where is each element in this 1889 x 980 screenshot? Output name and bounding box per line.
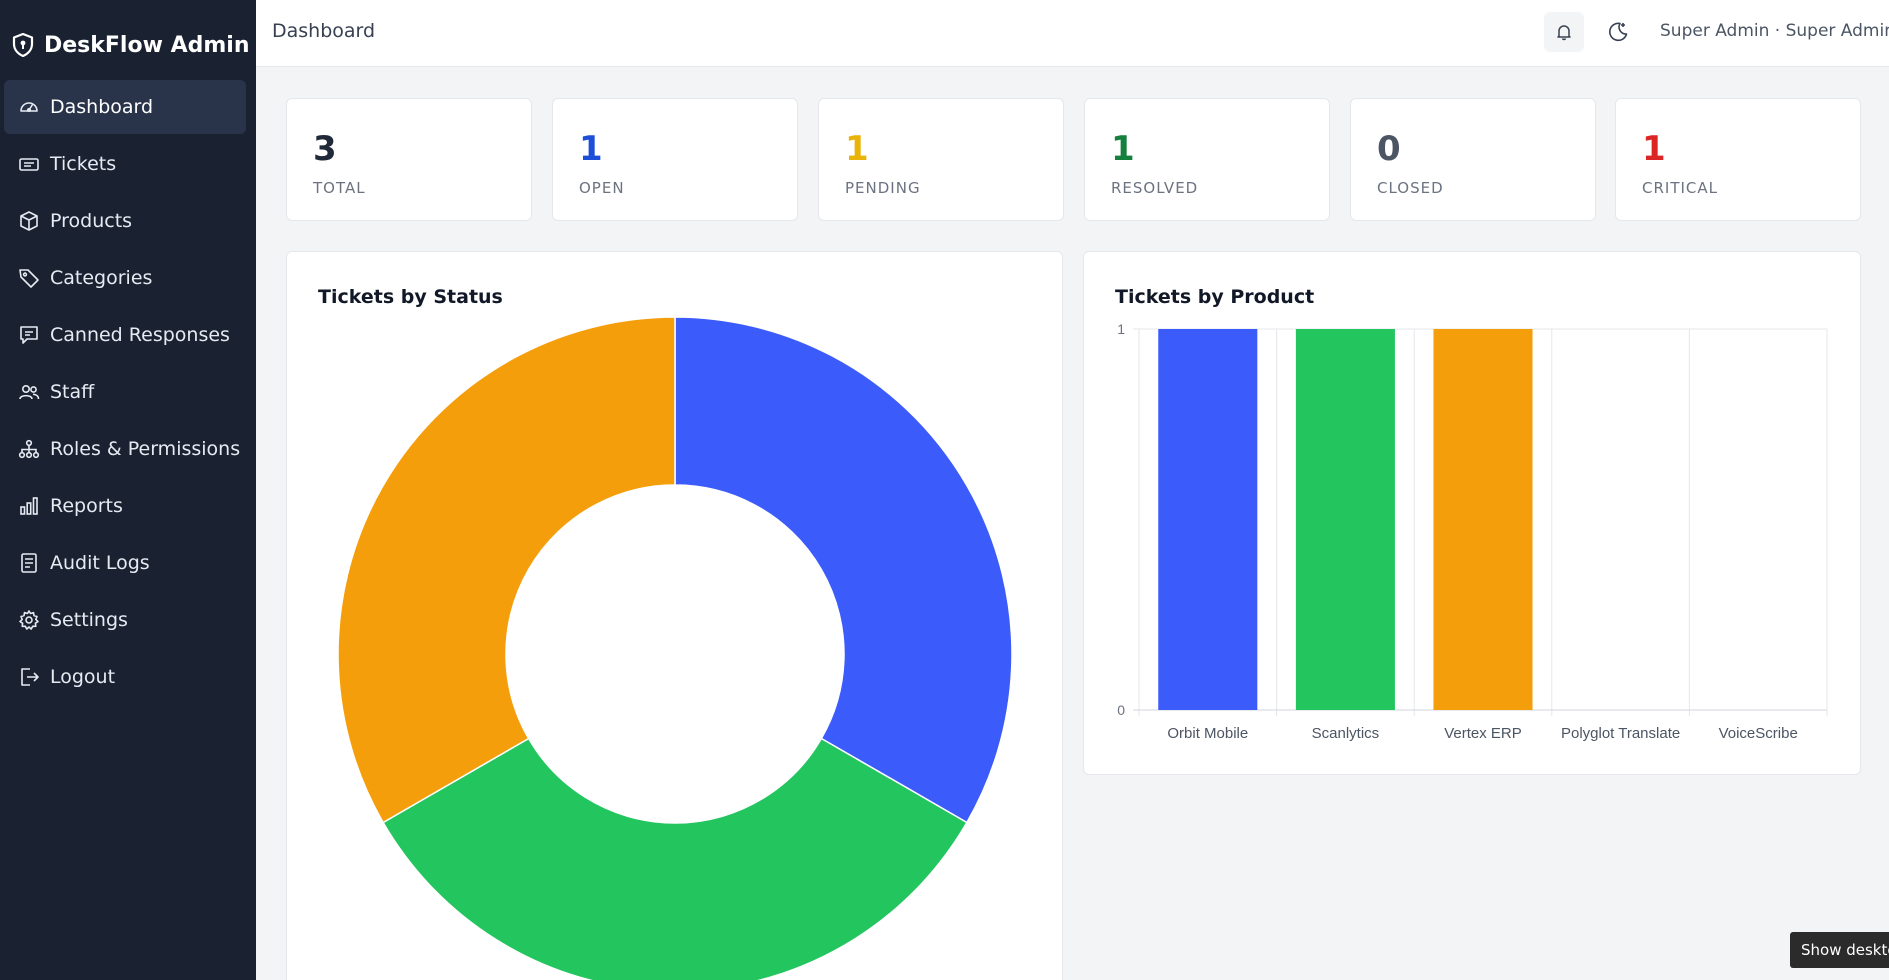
box-icon — [20, 211, 38, 231]
status-donut-chart — [337, 316, 1013, 980]
product-chart-title: Tickets by Product — [1115, 286, 1315, 308]
stat-label: PENDING — [845, 179, 921, 197]
show-desktop-tooltip: Show desktop — [1790, 932, 1889, 968]
y-tick-label: 1 — [1117, 321, 1125, 337]
bar[interactable] — [1295, 329, 1395, 710]
top-bar: Dashboard Super Admin · Super Admin — [256, 0, 1889, 67]
sidebar-item-reports[interactable]: Reports — [4, 479, 246, 533]
stats-row: 3 TOTAL 1 OPEN 1 PENDING 1 RESOLVED 0 CL… — [286, 98, 1861, 221]
tag-icon — [19, 269, 39, 288]
sidebar-item-label: Canned Responses — [50, 324, 230, 346]
bell-icon — [1557, 25, 1571, 41]
sidebar-item-tickets[interactable]: Tickets — [4, 137, 246, 191]
stat-value: 3 — [313, 129, 337, 169]
x-tick-label: Scanlytics — [1312, 725, 1380, 742]
page-title: Dashboard — [272, 20, 376, 42]
stat-card-total: 3 TOTAL — [286, 98, 532, 221]
stat-label: CRITICAL — [1642, 179, 1718, 197]
stat-label: TOTAL — [313, 179, 366, 197]
log-icon — [21, 553, 37, 573]
bar-chart-icon — [20, 497, 38, 515]
stat-card-pending: 1 PENDING — [818, 98, 1064, 221]
logout-icon — [21, 668, 39, 686]
product-chart-card: Tickets by Product 0 1 Orbit Mobile Scanlyt… — [1083, 251, 1861, 775]
stat-value: 1 — [1111, 129, 1135, 169]
sidebar-item-label: Products — [50, 210, 133, 232]
message-icon — [20, 326, 38, 344]
stat-card-closed: 0 CLOSED — [1350, 98, 1596, 221]
stat-card-critical: 1 CRITICAL — [1615, 98, 1861, 221]
x-tick-label: Orbit Mobile — [1167, 725, 1248, 742]
notifications-button[interactable] — [1544, 12, 1584, 52]
stat-value: 1 — [579, 129, 603, 169]
brand-name: DeskFlow Admin — [44, 32, 250, 58]
stat-card-resolved: 1 RESOLVED — [1084, 98, 1330, 221]
sidebar-item-label: Reports — [50, 495, 123, 517]
status-chart-card: Tickets by Status — [286, 251, 1063, 980]
sidebar-item-categories[interactable]: Categories — [4, 251, 246, 305]
sidebar-item-label: Tickets — [50, 153, 117, 175]
sidebar-item-label: Logout — [50, 666, 116, 688]
sidebar-item-settings[interactable]: Settings — [4, 593, 246, 647]
ticket-icon — [19, 158, 39, 171]
users-icon — [19, 385, 40, 400]
x-tick-label: VoiceScribe — [1719, 725, 1798, 742]
donut-slice[interactable] — [674, 316, 1013, 824]
sidebar-item-label: Audit Logs — [50, 552, 150, 574]
sidebar-item-logout[interactable]: Logout — [4, 650, 246, 704]
sidebar: DeskFlow Admin Dashboard Tickets Product… — [0, 0, 256, 980]
stat-label: CLOSED — [1377, 179, 1444, 197]
gauge-icon — [20, 102, 38, 113]
stat-label: OPEN — [579, 179, 625, 197]
x-tick-label: Vertex ERP — [1444, 725, 1522, 742]
bar[interactable] — [1158, 329, 1258, 710]
theme-toggle-button[interactable] — [1598, 12, 1638, 52]
stat-card-open: 1 OPEN — [552, 98, 798, 221]
sidebar-item-label: Dashboard — [50, 96, 154, 118]
sidebar-item-products[interactable]: Products — [4, 194, 246, 248]
moon-icon — [1609, 22, 1628, 42]
sidebar-item-label: Settings — [50, 609, 128, 631]
sidebar-item-canned-responses[interactable]: Canned Responses — [4, 308, 246, 362]
sidebar-item-label: Staff — [50, 381, 95, 403]
donut-slice[interactable] — [382, 737, 968, 980]
product-bar-chart: 0 1 Orbit Mobile Scanlytics Vertex ERP Polygl… — [1117, 321, 1828, 742]
stat-label: RESOLVED — [1111, 179, 1199, 197]
stat-value: 1 — [1642, 129, 1666, 169]
sidebar-nav: Dashboard Tickets Products Categories Ca… — [0, 80, 256, 704]
stat-value: 1 — [845, 129, 869, 169]
brand[interactable]: DeskFlow Admin — [0, 0, 256, 68]
stat-value: 0 — [1377, 129, 1401, 169]
shield-icon — [12, 33, 34, 57]
status-chart-title: Tickets by Status — [318, 286, 503, 308]
sidebar-item-label: Roles & Permissions — [50, 438, 241, 460]
sidebar-item-audit-logs[interactable]: Audit Logs — [4, 536, 246, 590]
sidebar-item-staff[interactable]: Staff — [4, 365, 246, 419]
bar[interactable] — [1433, 329, 1533, 710]
gear-icon — [19, 610, 39, 630]
y-tick-label: 0 — [1117, 702, 1125, 718]
sidebar-item-roles-permissions[interactable]: Roles & Permissions — [4, 422, 246, 476]
sidebar-item-label: Categories — [50, 267, 153, 289]
x-tick-label: Polyglot Translate — [1561, 725, 1680, 742]
donut-slice[interactable] — [337, 316, 676, 824]
sidebar-item-dashboard[interactable]: Dashboard — [4, 80, 246, 134]
user-menu[interactable]: Super Admin · Super Admin — [1660, 21, 1889, 41]
hierarchy-icon — [18, 439, 40, 459]
